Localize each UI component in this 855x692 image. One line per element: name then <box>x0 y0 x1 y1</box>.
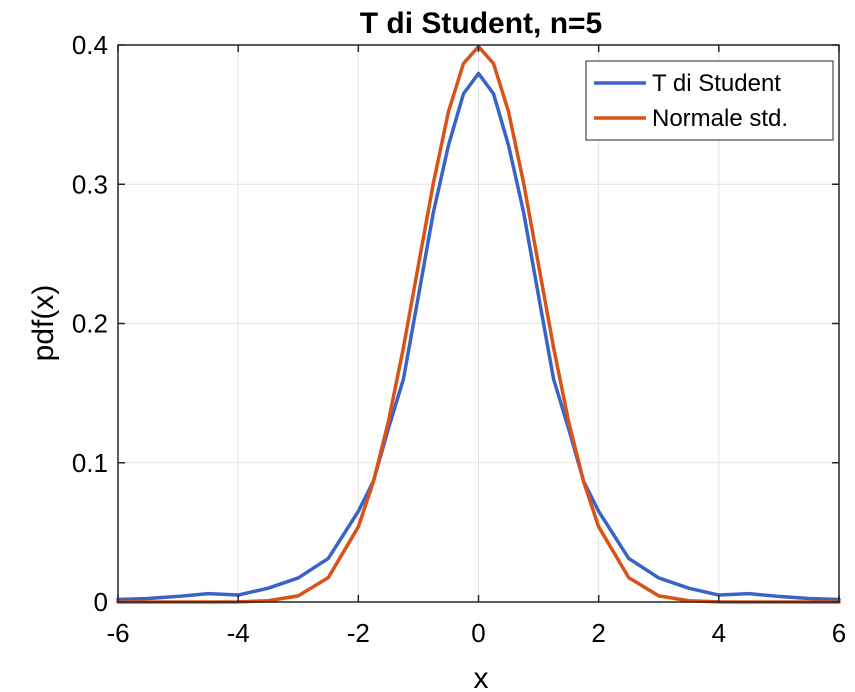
y-tick-label: 0 <box>94 587 108 617</box>
t-student-curve <box>116 71 841 602</box>
x-axis-label: x <box>474 662 489 692</box>
y-tick-label: 0.4 <box>72 30 108 60</box>
x-tick-label: -6 <box>106 618 129 648</box>
y-tick-label: 0.3 <box>72 169 108 199</box>
legend: T di Student Normale std. <box>585 60 834 141</box>
legend-label-t-student: T di Student <box>652 70 781 97</box>
x-tick-label: 6 <box>832 618 846 648</box>
x-tick-label: -2 <box>347 618 370 648</box>
legend-box <box>585 60 834 141</box>
y-axis-label: pdf(x) <box>27 285 60 362</box>
x-tick-label: 4 <box>712 618 726 648</box>
chart-title: T di Student, n=5 <box>360 7 603 40</box>
x-tick-label: -4 <box>227 618 250 648</box>
x-tick-label: 2 <box>591 618 605 648</box>
ticks: -6 -4 -2 0 2 4 6 0 0.1 0.2 0.3 0.4 <box>72 30 846 648</box>
y-tick-label: 0.1 <box>72 448 108 478</box>
legend-label-normale: Normale std. <box>652 105 788 132</box>
y-tick-label: 0.2 <box>72 309 108 339</box>
x-tick-label: 0 <box>471 618 485 648</box>
